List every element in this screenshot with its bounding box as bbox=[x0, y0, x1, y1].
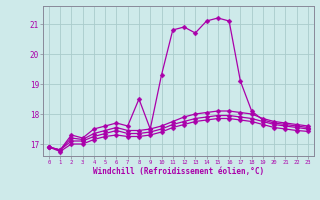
X-axis label: Windchill (Refroidissement éolien,°C): Windchill (Refroidissement éolien,°C) bbox=[93, 167, 264, 176]
